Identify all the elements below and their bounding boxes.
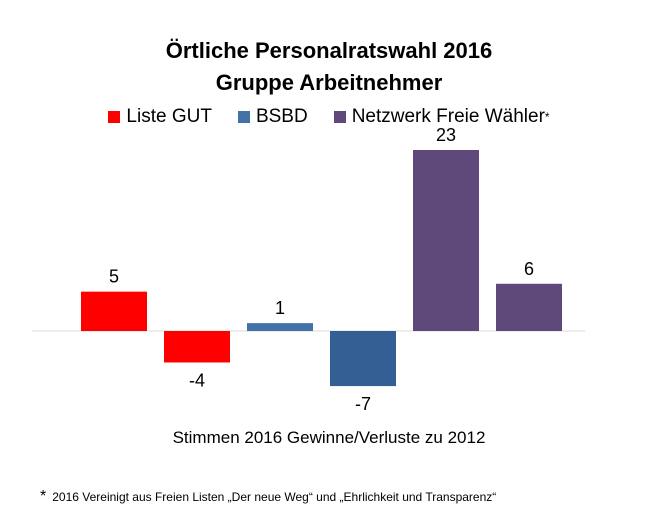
legend-swatch [333, 111, 346, 123]
bar-3 [247, 323, 313, 331]
legend-label: Liste GUT [126, 106, 212, 127]
footnote-text: 2016 Vereinigt aus Freien Listen „Der ne… [52, 490, 497, 504]
data-label-4: -7 [355, 394, 371, 414]
legend-label: BSBD [255, 106, 308, 127]
chart-title-line-2: Gruppe Arbeitnehmer [215, 70, 443, 95]
legend-item-netzwerk: Netzwerk Freie Wähler * [333, 106, 550, 128]
data-label-5: 23 [436, 125, 456, 145]
data-label-3: 1 [275, 298, 285, 318]
legend-swatch [108, 111, 121, 123]
bar-6 [496, 283, 562, 331]
data-label-1: 5 [109, 267, 119, 287]
chart-title-line-1: Örtliche Personalratswahl 2016 [165, 38, 493, 63]
data-label-2: -4 [189, 370, 205, 390]
footnote-marker: * [40, 488, 47, 505]
bar-4 [330, 331, 396, 387]
legend-swatch [237, 111, 250, 123]
bar-5 [413, 150, 479, 331]
bar-2 [164, 331, 230, 363]
legend-item-bsbd: BSBD [237, 106, 308, 128]
legend: Liste GUT BSBD Netzwerk Freie Wähler * [0, 106, 658, 128]
x-axis-label: Stimmen 2016 Gewinne/Verluste zu 2012 [172, 428, 486, 447]
legend-footnote-marker: * [544, 110, 550, 124]
footnote: * 2016 Vereinigt aus Freien Listen „Der n… [40, 488, 496, 506]
bar-1 [81, 291, 147, 331]
legend-item-liste-gut: Liste GUT [108, 106, 212, 128]
legend-label: Netzwerk Freie Wähler [351, 106, 545, 127]
data-label-6: 6 [524, 259, 534, 279]
